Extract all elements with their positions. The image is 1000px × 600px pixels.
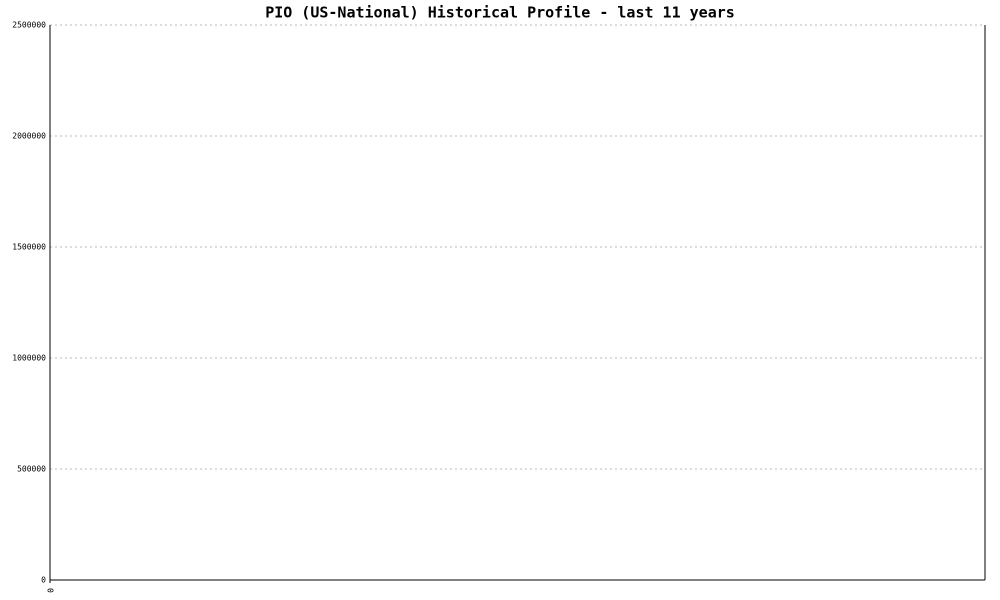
chart-title: PIO (US-National) Historical Profile - l…	[265, 4, 735, 22]
y-tick-label: 2500000	[12, 21, 46, 30]
y-tick-label: 500000	[17, 465, 46, 474]
y-tick-label: 0	[41, 576, 46, 585]
y-tick-label: 2000000	[12, 132, 46, 141]
x-tick-label: 0	[46, 588, 55, 593]
y-tick-label: 1500000	[12, 243, 46, 252]
y-tick-label: 1000000	[12, 354, 46, 363]
